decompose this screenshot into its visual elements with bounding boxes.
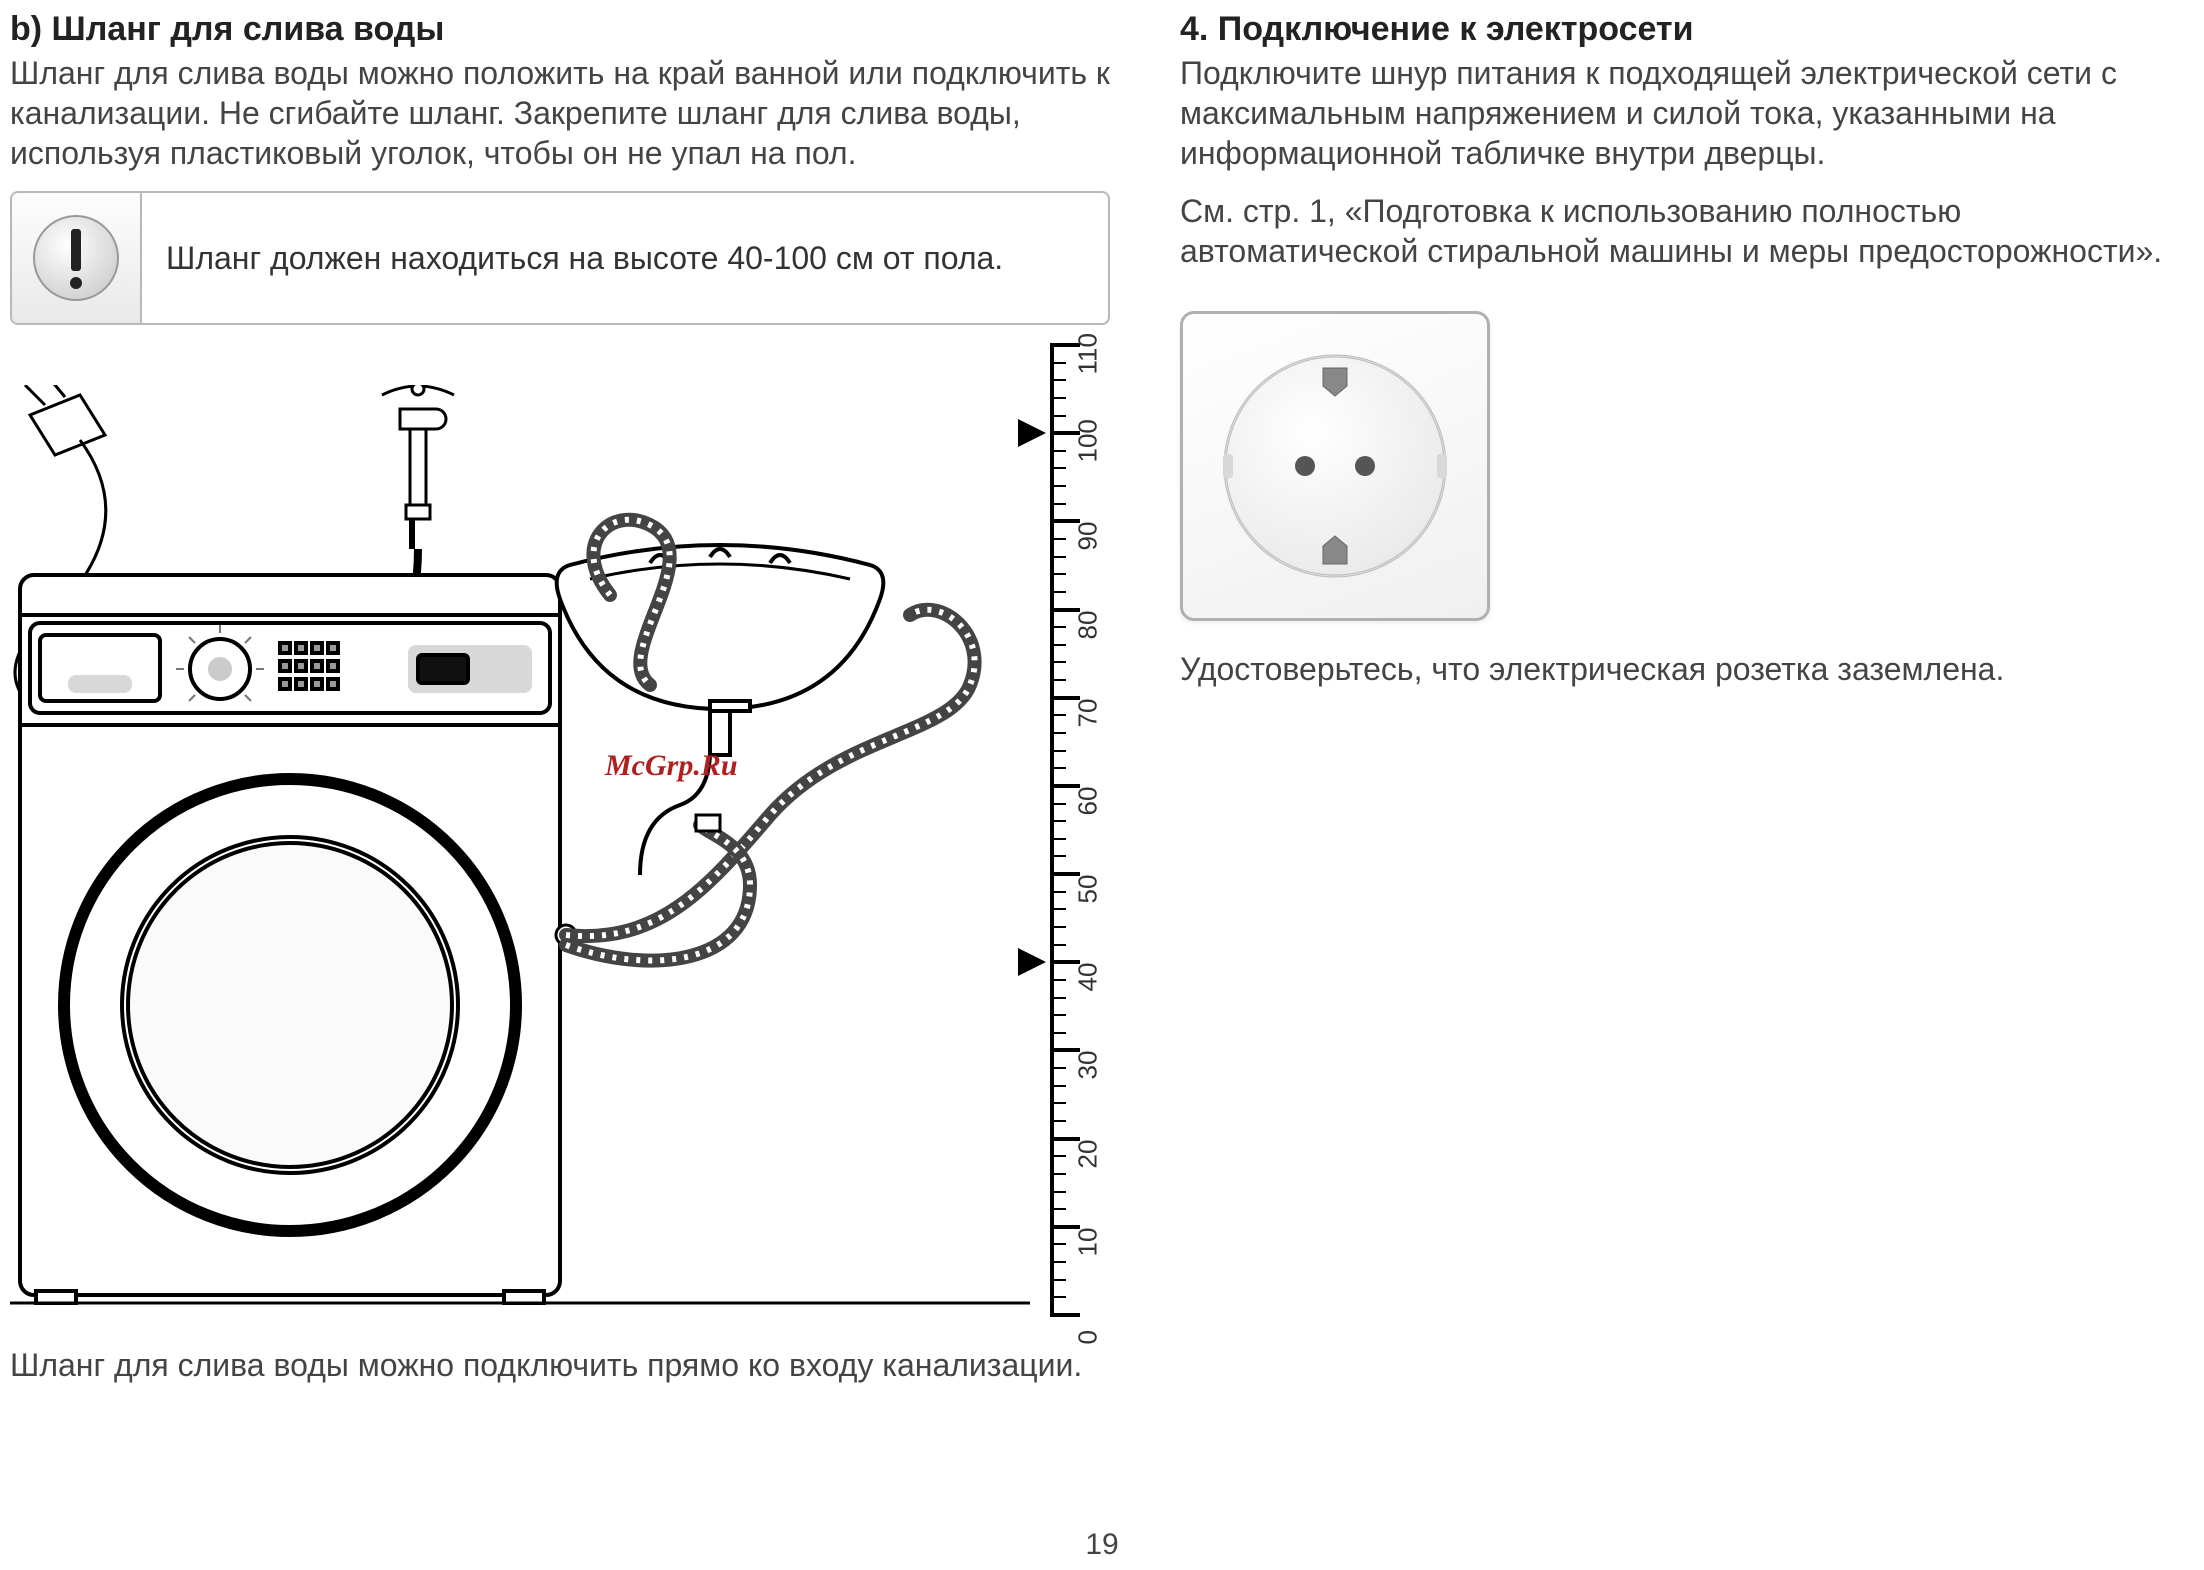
paragraph-b: Шланг для слива воды можно положить на к…: [10, 53, 1110, 173]
ruler-label: 90: [1073, 522, 1104, 551]
ruler-label: 0: [1073, 1330, 1104, 1344]
washer-illustration: [10, 385, 1030, 1305]
ruler-label: 70: [1073, 698, 1104, 727]
height-ruler: 0102030405060708090100110: [1050, 345, 1110, 1315]
ruler-label: 100: [1073, 419, 1104, 462]
heading-4: 4. Подключение к электросети: [1180, 10, 2164, 49]
ruler-label: 50: [1073, 875, 1104, 904]
ruler-label: 40: [1073, 963, 1104, 992]
caution-icon: [12, 193, 142, 323]
ruler-label: 60: [1073, 786, 1104, 815]
diagram-caption: Шланг для слива воды можно подключить пр…: [10, 1345, 1110, 1385]
ruler-label: 10: [1073, 1227, 1104, 1256]
ruler-label: 110: [1073, 333, 1104, 374]
watermark-text: McGrp.Ru: [605, 749, 738, 783]
page-number: 19: [1085, 1528, 1118, 1562]
left-column: b) Шланг для слива воды Шланг для слива …: [10, 10, 1140, 1570]
drain-hose-diagram: McGrp.Ru 0102030405060708090100110: [10, 345, 1110, 1335]
paragraph-4a: Подключите шнур питания к подходящей эле…: [1180, 53, 2164, 173]
heading-b: b) Шланг для слива воды: [10, 10, 1110, 49]
note-box: Шланг должен находиться на высоте 40-100…: [10, 191, 1110, 325]
ruler-label: 30: [1073, 1051, 1104, 1080]
note-text: Шланг должен находиться на высоте 40-100…: [142, 220, 1027, 296]
socket-illustration: [1180, 311, 1490, 621]
ruler-arrow-icon: [1018, 948, 1046, 976]
ruler-label: 20: [1073, 1139, 1104, 1168]
right-column: 4. Подключение к электросети Подключите …: [1140, 10, 2164, 1570]
socket-caption: Удостоверьтесь, что электрическая розетк…: [1180, 649, 2164, 689]
ruler-label: 80: [1073, 610, 1104, 639]
ruler-arrow-icon: [1018, 419, 1046, 447]
paragraph-4b: См. стр. 1, «Подготовка к использованию …: [1180, 191, 2164, 271]
